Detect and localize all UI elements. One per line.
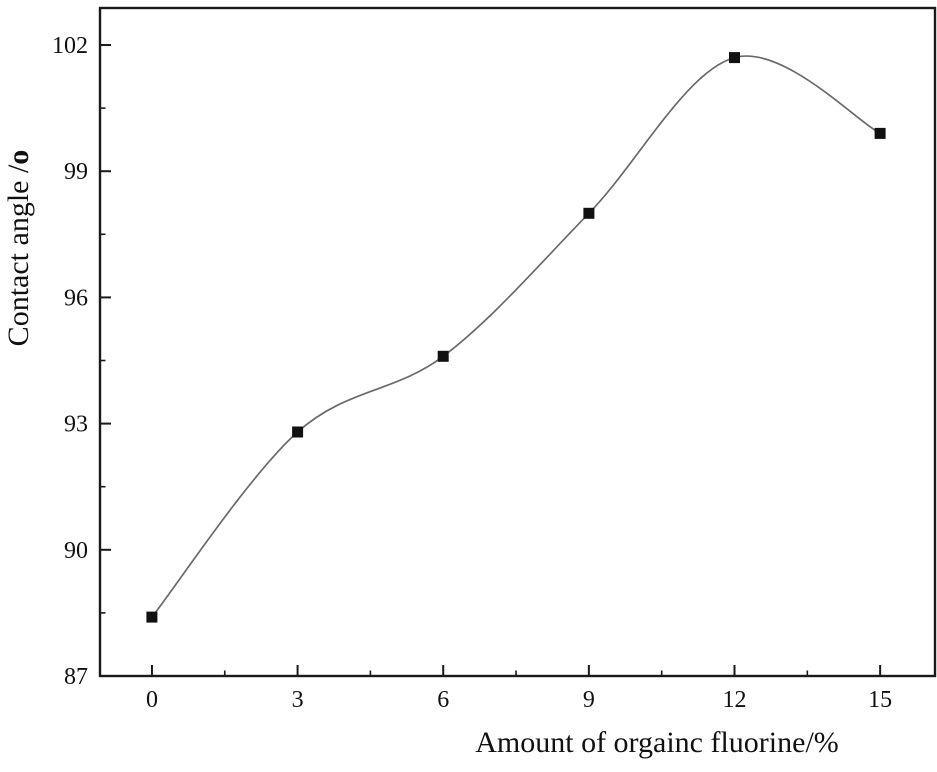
y-tick-label: 90: [64, 538, 88, 564]
x-tick-label: 6: [437, 687, 449, 713]
y-axis-label: Contact angle /o: [2, 150, 35, 347]
x-tick-label: 9: [583, 687, 595, 713]
x-tick-label: 3: [292, 687, 304, 713]
y-axis-label-text: Contact angle /: [2, 164, 35, 346]
plot-frame: [98, 6, 937, 678]
y-tick-label: 96: [64, 285, 88, 311]
data-point-marker: [874, 127, 886, 139]
y-axis-label-unit: o: [2, 150, 35, 165]
axis-tick-labels: 87 90 93 96 99 102 0 3 6 9 12 15: [52, 33, 892, 713]
axis-ticks: [100, 44, 882, 677]
x-tick-label: 12: [723, 687, 747, 713]
data-point-marker: [146, 611, 158, 623]
x-tick-label: 0: [146, 687, 158, 713]
x-tick-label: 15: [868, 687, 892, 713]
data-point-marker: [437, 350, 449, 362]
data-series-line: [151, 55, 881, 618]
y-tick-label: 87: [64, 664, 88, 690]
data-point-marker: [583, 207, 595, 219]
data-point-marker: [292, 426, 304, 438]
y-tick-label: 93: [64, 412, 88, 438]
x-axis-label: Amount of orgainc fluorine/%: [475, 726, 839, 759]
axis-titles: Amount of orgainc fluorine/% Contact ang…: [2, 150, 839, 759]
data-point-marker: [729, 52, 740, 64]
data-series: [146, 52, 886, 623]
y-tick-label: 102: [52, 33, 88, 59]
y-tick-label: 99: [64, 159, 88, 185]
